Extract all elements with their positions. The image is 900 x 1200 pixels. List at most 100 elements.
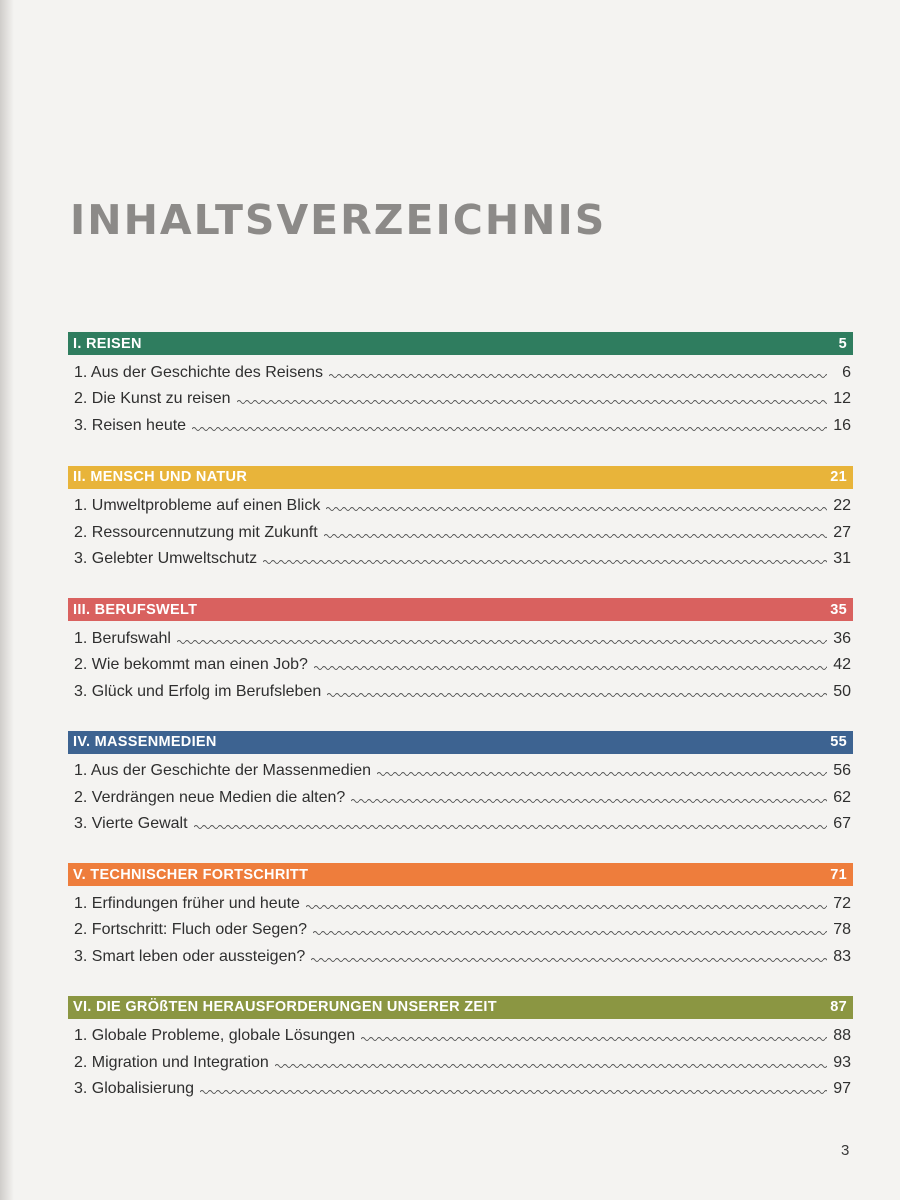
leader-line	[305, 901, 827, 910]
entry-title: 2. Wie bekommt man einen Job?	[74, 656, 308, 673]
entry-page: 78	[833, 921, 851, 938]
entry-title: 3. Globalisierung	[74, 1080, 195, 1097]
section-header-bar[interactable]: III. BERUFSWELT 35	[68, 598, 853, 621]
entry-title: 2. Die Kunst zu reisen	[74, 390, 231, 407]
entry-page: 16	[833, 416, 851, 434]
section-heading: I. REISEN	[73, 335, 142, 352]
section-header-bar[interactable]: I. REISEN 5	[68, 332, 853, 355]
toc-section: III. BERUFSWELT 35 1. Berufswahl 36 2. W…	[68, 598, 853, 701]
leader-line	[329, 370, 827, 379]
leader-line	[326, 504, 827, 512]
toc-entry[interactable]: 2. Die Kunst zu reisen 12	[68, 382, 853, 409]
toc-entry[interactable]: 3. Globalisierung 97	[68, 1072, 853, 1099]
section-header-bar[interactable]: V. TECHNISCHER FORTSCHRITT 71	[68, 863, 853, 886]
entry-page: 36	[833, 629, 851, 647]
entry-title: 1. Umweltprobleme auf einen Blick	[74, 497, 321, 514]
toc-entry[interactable]: 2. Verdrängen neue Medien die alten? 62	[68, 780, 853, 807]
page-edge-shadow	[0, 0, 14, 1200]
entry-page: 88	[833, 1027, 851, 1044]
entry-page: 83	[833, 947, 851, 965]
leader-line	[176, 636, 827, 645]
entry-page: 56	[833, 762, 851, 779]
entry-title: 3. Smart leben oder aussteigen?	[74, 947, 306, 965]
toc-entry[interactable]: 3. Reisen heute 16	[68, 408, 853, 435]
entry-title: 2. Verdrängen neue Medien die alten?	[74, 788, 346, 806]
toc-section: I. REISEN 5 1. Aus der Geschichte des Re…	[68, 332, 853, 435]
leader-line	[274, 1060, 827, 1069]
entry-page: 42	[833, 656, 851, 673]
entry-title: 3. Gelebter Umweltschutz	[74, 550, 258, 567]
toc-entry[interactable]: 2. Fortschritt: Fluch oder Segen? 78	[68, 913, 853, 940]
toc-entry[interactable]: 3. Glück und Erfolg im Berufsleben 50	[68, 674, 853, 701]
toc-entry[interactable]: 2. Ressourcennutzung mit Zukunft 27	[68, 515, 853, 542]
toc-section: V. TECHNISCHER FORTSCHRITT 71 1. Erfindu…	[68, 863, 853, 966]
entry-page: 62	[833, 788, 851, 806]
section-header-bar[interactable]: VI. DIE GRÖßTEN HERAUSFORDERUNGEN UNSERE…	[68, 995, 853, 1019]
entry-page: 72	[833, 894, 851, 912]
toc-entry[interactable]: 2. Migration und Integration 93	[68, 1045, 853, 1072]
toc-entry[interactable]: 1. Erfindungen früher und heute 72	[68, 886, 853, 913]
leader-line	[192, 423, 827, 432]
section-header-bar[interactable]: II. MENSCH UND NATUR 21	[68, 465, 853, 489]
section-heading: IV. MASSENMEDIEN	[73, 734, 217, 750]
toc-section: II. MENSCH UND NATUR 21 1. Umweltproblem…	[68, 465, 853, 569]
entry-page: 6	[842, 363, 851, 381]
toc-entry[interactable]: 1. Umweltprobleme auf einen Blick 22	[68, 489, 853, 516]
leader-line	[313, 928, 827, 936]
leader-line	[311, 954, 827, 963]
leader-line	[263, 557, 827, 565]
toc-entry[interactable]: 1. Aus der Geschichte des Reisens 6	[68, 355, 853, 382]
entry-title: 1. Erfindungen früher und heute	[74, 894, 300, 912]
section-heading: VI. DIE GRÖßTEN HERAUSFORDERUNGEN UNSERE…	[73, 999, 497, 1015]
entry-title: 3. Reisen heute	[74, 416, 187, 434]
page-number: 3	[841, 1142, 850, 1159]
entry-title: 1. Berufswahl	[74, 629, 171, 647]
toc-entry[interactable]: 3. Vierte Gewalt 67	[68, 807, 853, 834]
section-header-bar[interactable]: IV. MASSENMEDIEN 55	[68, 730, 853, 754]
section-heading: III. BERUFSWELT	[73, 601, 198, 618]
toc-entry[interactable]: 3. Gelebter Umweltschutz 31	[68, 542, 853, 569]
toc-entry[interactable]: 2. Wie bekommt man einen Job? 42	[68, 648, 853, 675]
table-of-contents: I. REISEN 5 1. Aus der Geschichte des Re…	[68, 332, 853, 1128]
leader-line	[351, 795, 827, 804]
entry-title: 1. Aus der Geschichte des Reisens	[74, 363, 324, 381]
section-page: 21	[830, 469, 847, 485]
leader-line	[327, 689, 827, 698]
entry-page: 93	[833, 1053, 851, 1071]
toc-entry[interactable]: 1. Globale Probleme, globale Lösungen 88	[68, 1019, 853, 1046]
toc-section: IV. MASSENMEDIEN 55 1. Aus der Geschicht…	[68, 730, 853, 834]
toc-entry[interactable]: 3. Smart leben oder aussteigen? 83	[68, 939, 853, 966]
section-page: 5	[838, 335, 847, 352]
page-title: INHALTSVERZEICHNIS	[70, 196, 607, 244]
entry-page: 97	[833, 1080, 851, 1097]
section-page: 55	[830, 734, 847, 750]
section-heading: V. TECHNISCHER FORTSCHRITT	[73, 866, 309, 883]
entry-page: 27	[833, 523, 851, 541]
entry-title: 3. Glück und Erfolg im Berufsleben	[74, 682, 322, 700]
entry-title: 2. Migration und Integration	[74, 1053, 269, 1071]
leader-line	[377, 769, 827, 777]
section-page: 35	[830, 601, 847, 618]
toc-section: VI. DIE GRÖßTEN HERAUSFORDERUNGEN UNSERE…	[68, 995, 853, 1099]
entry-title: 1. Aus der Geschichte der Massenmedien	[74, 762, 372, 779]
section-heading: II. MENSCH UND NATUR	[73, 469, 248, 485]
entry-title: 3. Vierte Gewalt	[74, 815, 188, 832]
leader-line	[361, 1034, 827, 1042]
leader-line	[323, 530, 827, 539]
leader-line	[236, 397, 827, 405]
entry-title: 2. Ressourcennutzung mit Zukunft	[74, 523, 318, 541]
toc-entry[interactable]: 1. Berufswahl 36	[68, 621, 853, 648]
leader-line	[313, 663, 827, 671]
entry-title: 2. Fortschritt: Fluch oder Segen?	[74, 921, 307, 938]
entry-title: 1. Globale Probleme, globale Lösungen	[74, 1027, 356, 1044]
entry-page: 50	[833, 682, 851, 700]
entry-page: 22	[833, 497, 851, 514]
section-page: 87	[830, 999, 847, 1015]
toc-entry[interactable]: 1. Aus der Geschichte der Massenmedien 5…	[68, 754, 853, 781]
entry-page: 31	[833, 550, 851, 567]
entry-page: 67	[833, 815, 851, 832]
leader-line	[193, 822, 827, 830]
entry-page: 12	[833, 390, 851, 407]
leader-line	[200, 1087, 827, 1095]
section-page: 71	[830, 866, 847, 883]
